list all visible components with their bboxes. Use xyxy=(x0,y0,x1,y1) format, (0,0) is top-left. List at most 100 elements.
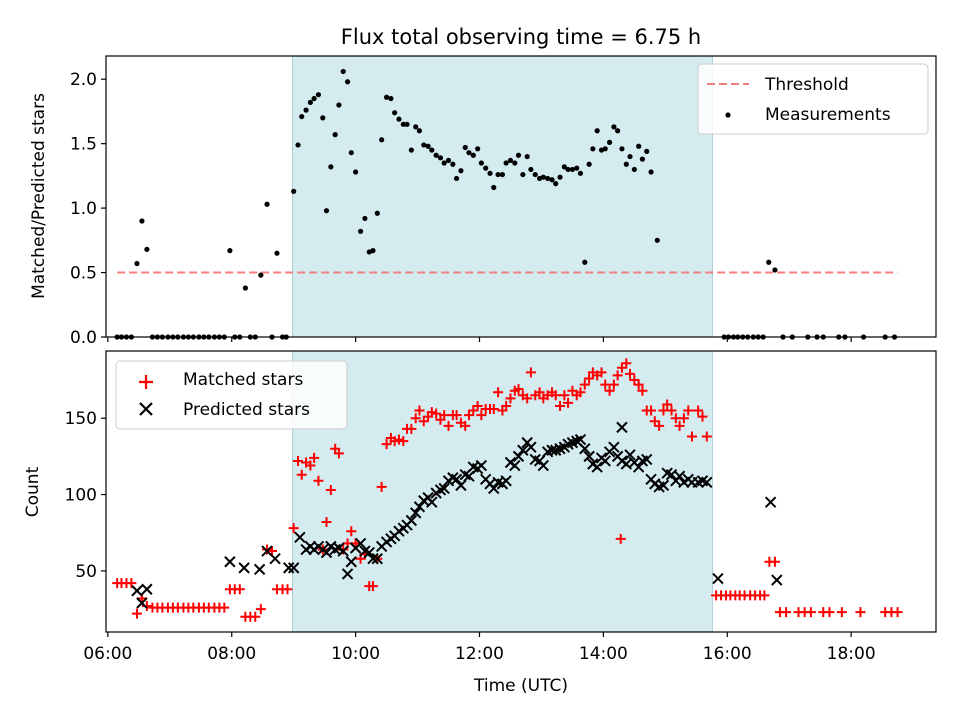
measurement-point xyxy=(299,113,305,120)
measurement-point xyxy=(421,142,427,148)
count-x-axis: 06:00 08:00 10:00 12:00 14:00 16:00 18:00 xyxy=(83,632,876,664)
legend-measurements-label: Measurements xyxy=(765,105,891,125)
measurement-point xyxy=(264,201,270,207)
matched-star-point xyxy=(296,469,307,480)
matched-star-point xyxy=(637,385,648,396)
x-tick-label: 06:00 xyxy=(83,644,132,664)
matched-star-point xyxy=(426,407,437,418)
matched-star-point xyxy=(759,590,770,601)
predicted-star-point xyxy=(608,441,620,453)
measurement-point xyxy=(557,174,563,180)
matched-star-point xyxy=(555,400,566,411)
measurement-point xyxy=(491,184,497,191)
measurement-point xyxy=(348,150,354,156)
measurement-point xyxy=(487,170,493,176)
matched-star-point xyxy=(282,584,293,595)
matched-star-point xyxy=(333,448,344,459)
predicted-star-point xyxy=(269,552,281,565)
matched-star-point xyxy=(612,370,623,381)
measurement-point xyxy=(619,146,625,152)
predicted-star-point xyxy=(500,475,512,487)
matched-star-point xyxy=(616,362,627,373)
measurement-point xyxy=(586,161,592,167)
matched-star-point xyxy=(600,379,611,390)
matched-star-point xyxy=(625,368,636,379)
measurement-point xyxy=(466,150,472,156)
measurement-point xyxy=(553,181,559,187)
legend-predicted-swatch xyxy=(139,402,153,416)
ratio-y-axis: 0.0 0.5 1.0 1.5 2.0 xyxy=(70,70,106,348)
predicted-stars-series xyxy=(131,421,783,609)
predicted-star-point xyxy=(367,552,379,565)
matched-star-point xyxy=(693,405,704,416)
measurement-point xyxy=(370,248,376,254)
y-tick-label: 2.0 xyxy=(70,70,97,90)
legend-measurements-swatch xyxy=(725,112,731,118)
predicted-star-point xyxy=(363,546,375,559)
matched-star-point xyxy=(463,410,474,421)
matched-star-point xyxy=(701,431,712,442)
measurement-point xyxy=(483,165,489,171)
measurement-point xyxy=(470,152,476,158)
measurement-point xyxy=(311,95,317,102)
measurement-point xyxy=(323,208,330,214)
predicted-star-point xyxy=(591,461,603,473)
measurement-point xyxy=(636,143,642,149)
measurement-point xyxy=(462,144,468,151)
matched-star-point xyxy=(654,420,665,431)
predicted-star-point xyxy=(405,514,418,527)
measurement-point xyxy=(577,170,584,176)
measurement-point xyxy=(561,164,567,170)
matched-star-point xyxy=(683,405,694,416)
measurement-point xyxy=(590,146,596,152)
predicted-star-point xyxy=(131,585,143,597)
predicted-star-point xyxy=(141,583,153,595)
predicted-star-point xyxy=(574,433,587,446)
count-legend-box xyxy=(115,360,348,430)
predicted-star-point xyxy=(712,572,724,585)
matched-star-point xyxy=(398,436,409,447)
y-tick-label: 50 xyxy=(75,562,97,582)
matched-star-point xyxy=(313,475,324,486)
predicted-star-point xyxy=(434,484,447,496)
predicted-star-point xyxy=(771,574,783,586)
matched-star-point xyxy=(393,434,404,445)
measurement-point xyxy=(540,174,546,180)
x-tick-label: 12:00 xyxy=(455,644,504,664)
matched-star-point xyxy=(501,400,512,411)
matched-star-point xyxy=(608,379,619,390)
measurement-point xyxy=(357,228,364,234)
matched-star-point xyxy=(686,431,697,442)
measurement-point xyxy=(528,166,534,173)
matched-star-point xyxy=(596,367,607,378)
predicted-star-point xyxy=(579,443,591,455)
measurement-point xyxy=(320,115,326,121)
measurement-point xyxy=(258,272,264,278)
measurement-point xyxy=(565,166,571,173)
matched-star-point xyxy=(410,413,421,424)
predicted-star-point xyxy=(320,546,333,559)
measurement-point xyxy=(144,246,150,252)
measurement-point xyxy=(475,146,481,152)
observing-window-shade-top xyxy=(292,55,713,338)
predicted-star-point xyxy=(641,453,653,466)
x-tick-label: 08:00 xyxy=(207,644,256,664)
matched-star-point xyxy=(781,607,792,618)
matched-stars-series xyxy=(112,358,903,622)
predicted-star-point xyxy=(616,421,628,434)
predicted-star-point xyxy=(488,482,500,495)
measurement-point xyxy=(627,153,633,160)
y-tick-label: 1.5 xyxy=(70,135,97,155)
measurement-point xyxy=(336,102,342,108)
predicted-star-point xyxy=(371,552,384,565)
matched-star-point xyxy=(309,452,320,463)
measurement-point xyxy=(396,116,402,122)
measurement-point xyxy=(429,147,435,153)
measurement-point xyxy=(569,166,576,173)
measurement-point xyxy=(515,152,522,158)
measurement-point xyxy=(328,164,334,170)
predicted-star-point xyxy=(238,562,250,574)
matched-star-point xyxy=(649,416,660,427)
matched-star-point xyxy=(824,607,835,618)
